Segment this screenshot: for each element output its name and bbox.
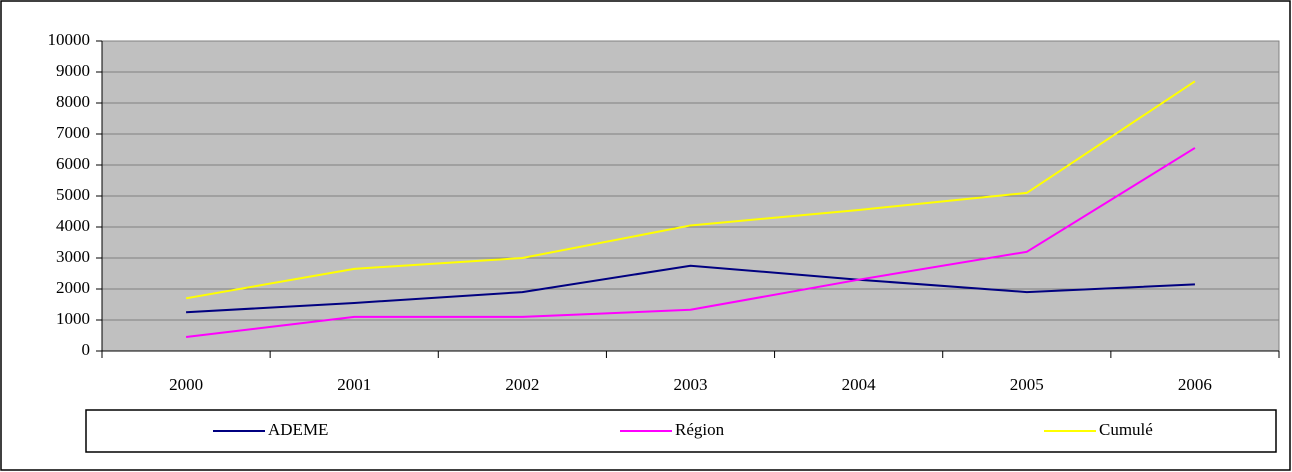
line-series: [185, 147, 1196, 339]
legend-label: ADEME: [268, 420, 328, 439]
line-series: [185, 80, 1196, 300]
x-tick-label: 2006: [1178, 375, 1212, 394]
y-tick-label: 1000: [56, 309, 90, 328]
x-tick-label: 2001: [337, 375, 371, 394]
y-tick-label: 10000: [48, 30, 91, 49]
y-tick-label: 5000: [56, 185, 90, 204]
x-tick-label: 2000: [169, 375, 203, 394]
x-tick-label: 2005: [1010, 375, 1044, 394]
y-tick-label: 4000: [56, 216, 90, 235]
y-tick-label: 3000: [56, 247, 90, 266]
x-tick-label: 2004: [842, 375, 877, 394]
y-tick-label: 2000: [56, 278, 90, 297]
x-tick-label: 2003: [674, 375, 708, 394]
y-tick-label: 0: [82, 340, 91, 359]
legend-label: Région: [675, 420, 725, 439]
legend-label: Cumulé: [1099, 420, 1153, 439]
y-tick-label: 9000: [56, 61, 90, 80]
y-tick-label: 6000: [56, 154, 90, 173]
y-tick-label: 7000: [56, 123, 90, 142]
line-series: [186, 264, 1195, 314]
x-tick-label: 2002: [505, 375, 539, 394]
y-tick-label: 8000: [56, 92, 90, 111]
